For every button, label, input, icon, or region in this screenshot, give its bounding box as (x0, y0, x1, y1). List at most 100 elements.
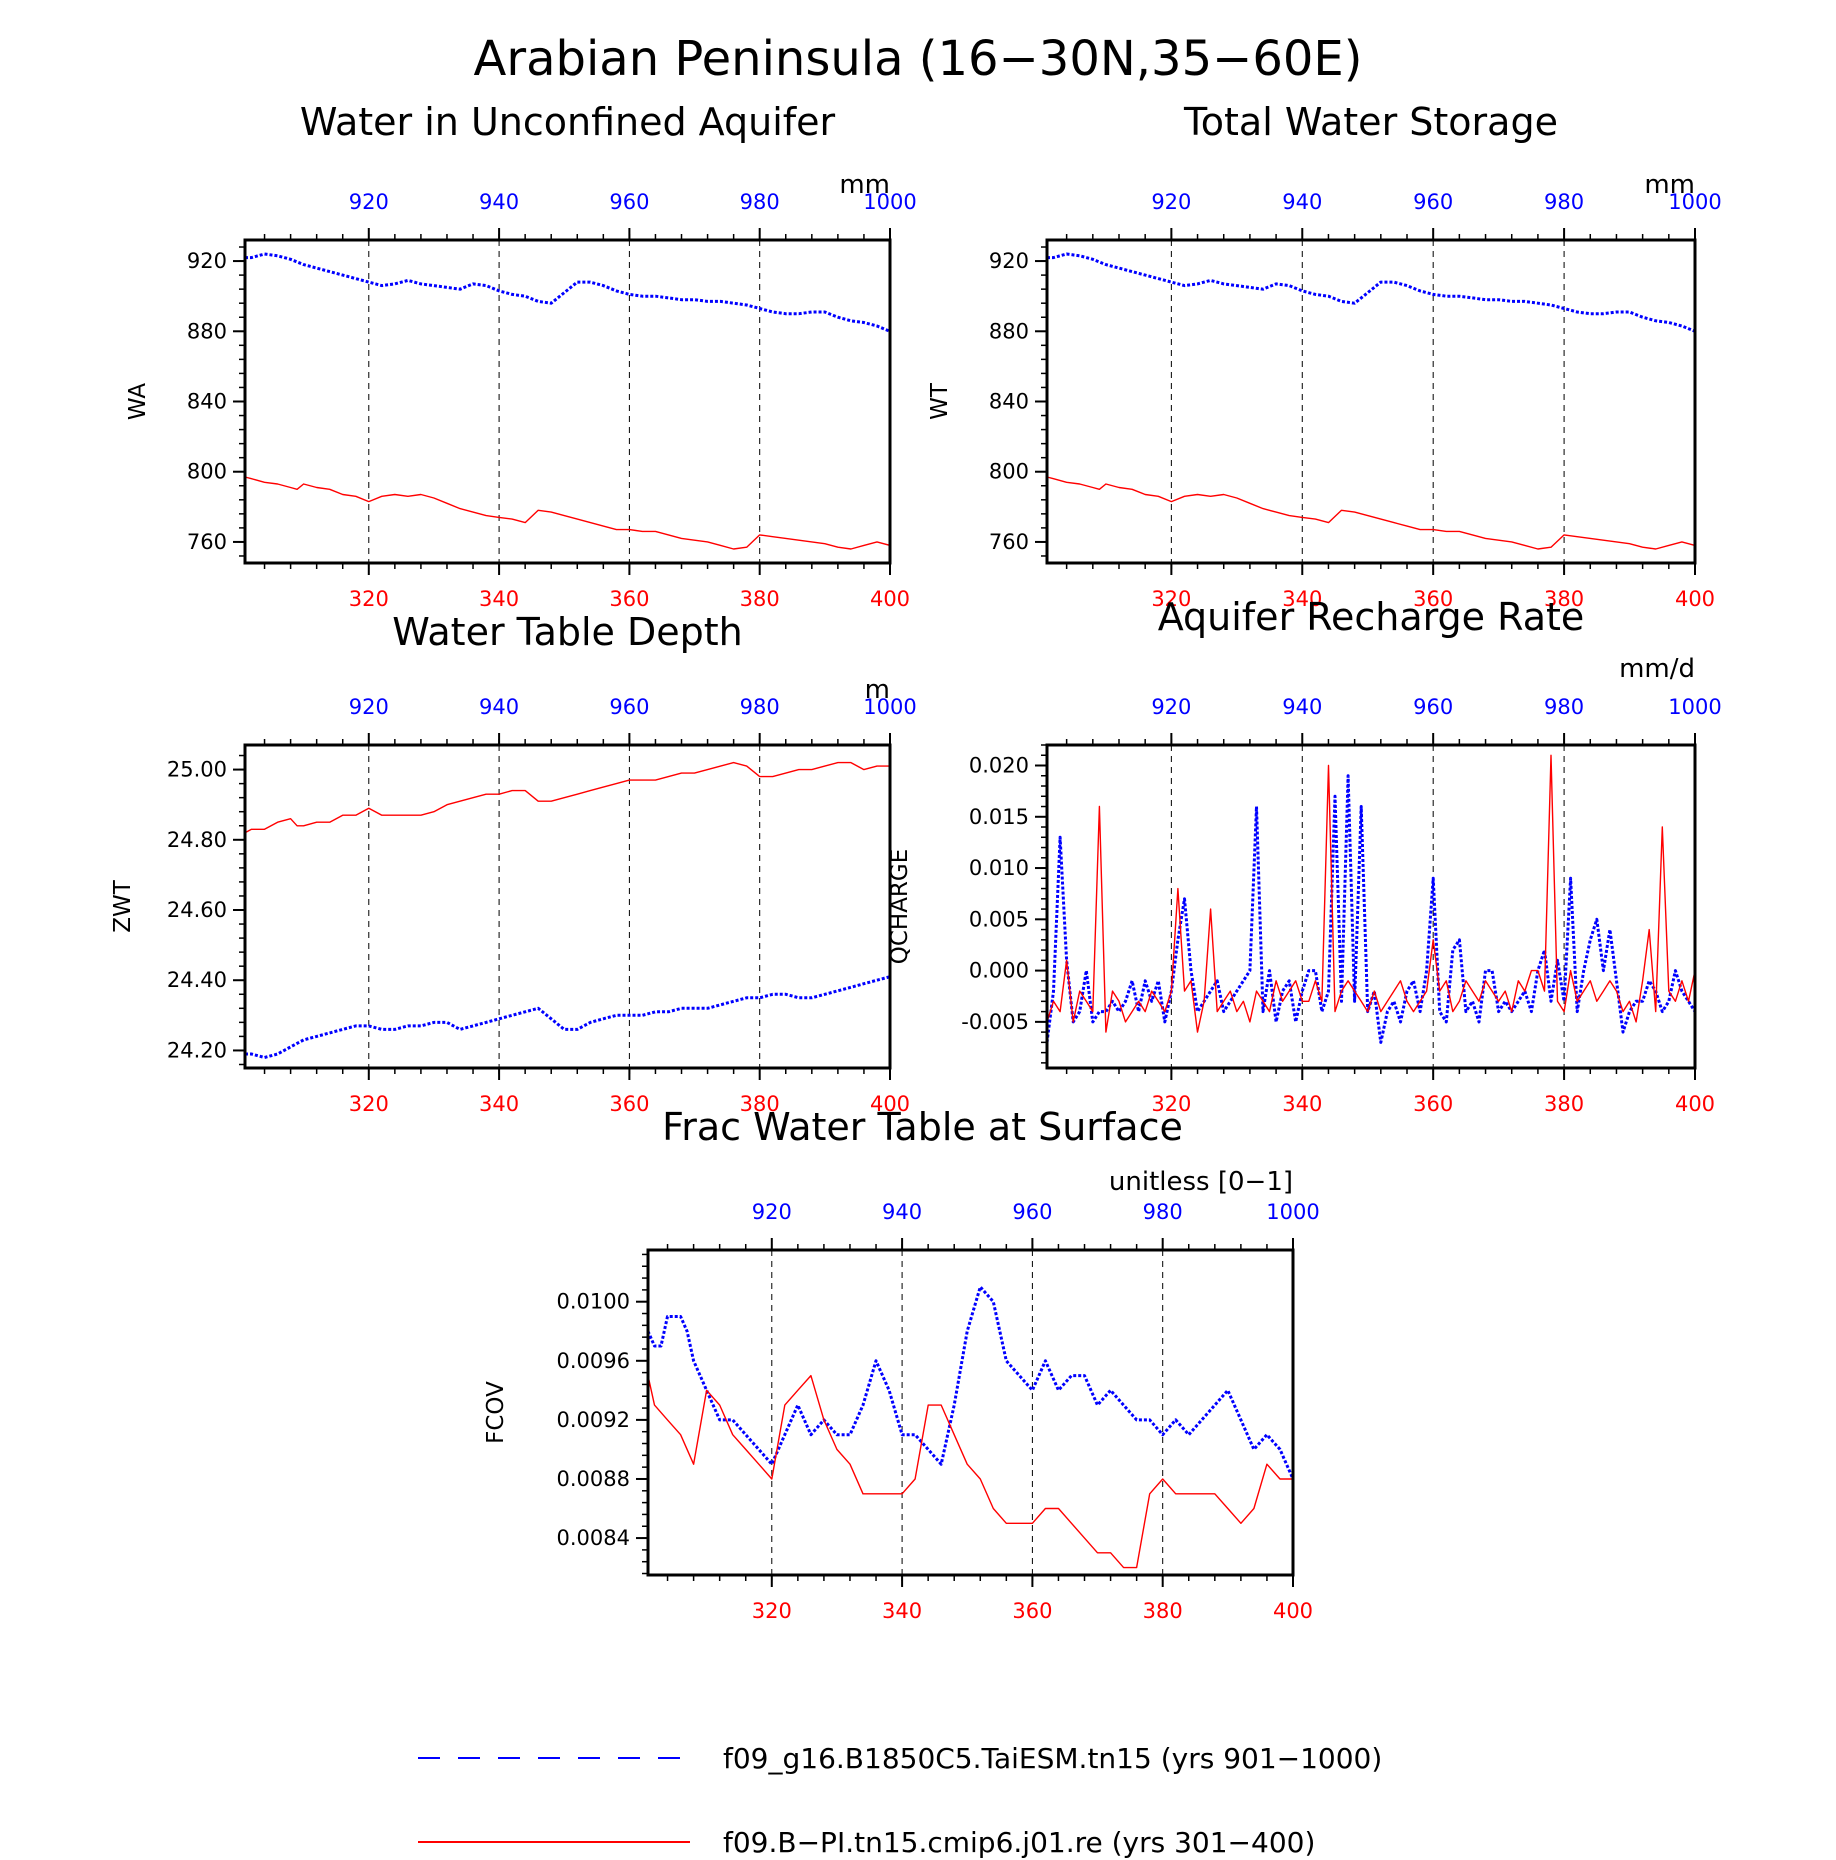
plot-frame (1045, 238, 1697, 565)
x-tick-label-bottom: 400 (1273, 1599, 1313, 1623)
y-tick-label: 920 (989, 249, 1029, 273)
chart-panel-2: Total Water Storage mm WT 760 800 840 880 920 32… (927, 100, 1722, 611)
x-tick-label-top: 960 (609, 190, 649, 214)
plot-frame (243, 743, 892, 1070)
x-tick-label-top: 940 (1282, 190, 1322, 214)
y-tick-label: 0.0088 (557, 1467, 630, 1491)
x-tick-label-bottom: 380 (1544, 1092, 1584, 1116)
x-tick-label-bottom: 400 (870, 1092, 910, 1116)
plot-frame (243, 238, 892, 565)
y-tick-label: 760 (187, 530, 227, 554)
x-tick-label-top: 960 (1012, 1200, 1052, 1224)
y-tick-label: 0.010 (969, 856, 1029, 880)
figure-title: Arabian Peninsula (16−30N,35−60E) (474, 31, 1363, 87)
x-tick-label-top: 980 (1544, 190, 1584, 214)
chart-panels: Water in Unconfined AquifermmWA760800840… (110, 100, 1722, 1623)
x-tick-label-bottom: 380 (1544, 587, 1584, 611)
x-tick-label-bottom: 360 (1413, 587, 1453, 611)
y-tick-label: 24.80 (167, 828, 227, 852)
x-tick-label-bottom: 320 (752, 1599, 792, 1623)
x-tick-label-top: 960 (1413, 190, 1453, 214)
y-tick-label: 0.0100 (557, 1290, 630, 1314)
y-axis-label: ZWT (110, 879, 136, 932)
chart-panel-5: Frac Water Table at Surface unitless [0−1… (483, 1105, 1320, 1623)
x-tick-label-top: 920 (752, 1200, 792, 1224)
x-tick-label-top: 980 (740, 190, 780, 214)
y-tick-label: 0.0096 (557, 1349, 630, 1373)
x-tick-label-bottom: 360 (1413, 1092, 1453, 1116)
chart-title: Aquifer Recharge Rate (1158, 595, 1585, 639)
x-tick-label-bottom: 360 (1012, 1599, 1052, 1623)
chart-title: Frac Water Table at Surface (662, 1105, 1183, 1149)
series-line-red (647, 1374, 1293, 1569)
y-tick-label: 840 (187, 390, 227, 414)
x-tick-label-bottom: 320 (349, 587, 389, 611)
y-tick-label: 24.40 (167, 968, 227, 992)
x-tick-label-bottom: 360 (609, 1092, 649, 1116)
chart-panel-3: Water Table Depth m ZWT 24.20 24.40 24.60 24.8… (110, 610, 917, 1116)
y-tick-label: 800 (187, 460, 227, 484)
series-line-blue (646, 1285, 1295, 1480)
y-tick-label: 880 (989, 319, 1029, 343)
y-tick-label: 24.60 (167, 898, 227, 922)
x-tick-label-top: 1000 (863, 695, 916, 719)
x-tick-label-top: 980 (1544, 695, 1584, 719)
y-tick-label: 880 (187, 319, 227, 343)
y-tick-label: 800 (989, 460, 1029, 484)
y-tick-label: 760 (989, 530, 1029, 554)
y-tick-label: 24.20 (167, 1038, 227, 1062)
x-tick-label-bottom: 380 (740, 587, 780, 611)
legend-label-blue: f09_g16.B1850C5.TaiESM.tn15 (yrs 901−100… (723, 1742, 1382, 1775)
x-tick-label-bottom: 340 (1282, 1092, 1322, 1116)
chart-title: Water Table Depth (392, 610, 743, 654)
y-tick-label: 0.0084 (557, 1526, 630, 1550)
series-line-red (1046, 754, 1696, 1033)
units-label: mm (1644, 170, 1695, 200)
y-axis-label: WT (927, 382, 953, 420)
x-tick-label-bottom: 340 (479, 1092, 519, 1116)
x-tick-label-bottom: 400 (1675, 587, 1715, 611)
x-tick-label-top: 1000 (863, 190, 916, 214)
x-tick-label-bottom: 380 (1143, 1599, 1183, 1623)
chart-panel-4: Aquifer Recharge Rate mm/d QCHARGE -0.005 0.… (887, 595, 1722, 1116)
x-tick-label-top: 1000 (1266, 1200, 1319, 1224)
series-line-blue (245, 975, 891, 1059)
y-tick-label: 25.00 (167, 758, 227, 782)
x-tick-label-top: 960 (1413, 695, 1453, 719)
x-tick-label-top: 920 (1151, 190, 1191, 214)
x-tick-label-bottom: 320 (349, 1092, 389, 1116)
plot-frame (646, 1248, 1295, 1577)
x-tick-label-top: 1000 (1668, 190, 1721, 214)
x-tick-label-bottom: 320 (1151, 587, 1191, 611)
y-tick-label: 0.0092 (557, 1408, 630, 1432)
units-label: mm (839, 170, 890, 200)
x-tick-label-top: 980 (740, 695, 780, 719)
series-line-blue (245, 252, 891, 333)
x-tick-label-bottom: 340 (1282, 587, 1322, 611)
x-tick-label-top: 940 (479, 190, 519, 214)
units-label: mm/d (1619, 654, 1695, 684)
y-tick-label: 0.005 (969, 907, 1029, 931)
x-tick-label-top: 920 (349, 190, 389, 214)
chart-title: Water in Unconfined Aquifer (300, 100, 836, 144)
x-tick-label-bottom: 340 (479, 587, 519, 611)
chart-title: Total Water Storage (1183, 100, 1558, 144)
x-tick-label-bottom: 380 (740, 1092, 780, 1116)
y-tick-label: 840 (989, 390, 1029, 414)
y-tick-label: 0.020 (969, 754, 1029, 778)
x-tick-label-top: 940 (1282, 695, 1322, 719)
y-axis-label: QCHARGE (887, 849, 913, 965)
y-tick-label: 920 (187, 249, 227, 273)
plot-frame (1045, 743, 1697, 1070)
x-tick-label-bottom: 360 (609, 587, 649, 611)
x-tick-label-top: 1000 (1668, 695, 1721, 719)
x-tick-label-bottom: 340 (882, 1599, 922, 1623)
series-line-red (244, 761, 890, 834)
units-label: unitless [0−1] (1109, 1167, 1293, 1197)
x-tick-label-top: 920 (1151, 695, 1191, 719)
y-tick-label: -0.005 (961, 1010, 1029, 1034)
y-axis-label: FCOV (483, 1381, 509, 1444)
y-tick-label: 0.000 (969, 959, 1029, 983)
x-tick-label-top: 960 (609, 695, 649, 719)
